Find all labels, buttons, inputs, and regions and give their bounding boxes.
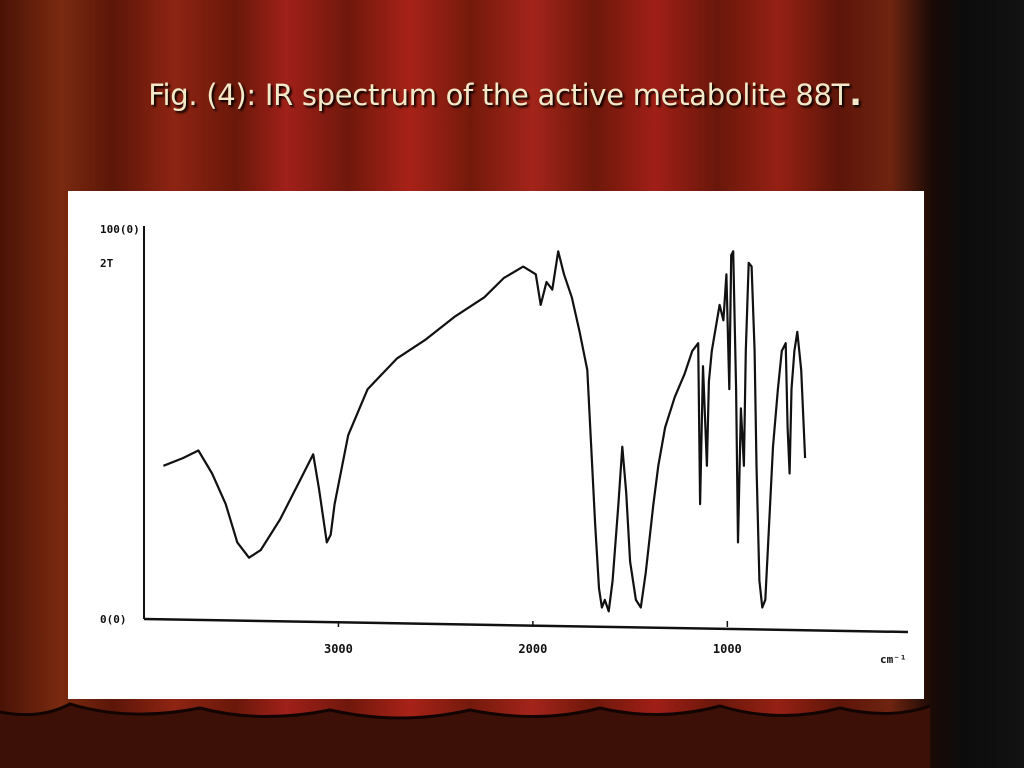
y-axis-marks: 100(0) 2T 0(0)	[100, 223, 140, 626]
x-axis-unit-label: cm⁻¹	[880, 653, 907, 666]
x-axis-ticks: 3000 2000 1000	[324, 621, 742, 656]
spectrum-series-line	[162, 250, 807, 613]
x-tick-label: 3000	[324, 642, 353, 656]
y-axis-mark: 2T	[100, 257, 114, 270]
slide-title: Fig. (4): IR spectrum of the active meta…	[0, 74, 1010, 114]
slide-title-dot: .	[849, 74, 862, 114]
x-axis-line	[143, 617, 909, 634]
x-tick-label: 1000	[713, 642, 742, 656]
slide-title-text: Fig. (4): IR spectrum of the active meta…	[148, 78, 850, 112]
x-tick-label: 2000	[518, 642, 547, 656]
ir-spectrum-figure: 100(0) 2T 0(0) 3000 2000 1000 cm⁻¹	[68, 191, 924, 699]
y-axis-mark: 0(0)	[100, 613, 127, 626]
ir-spectrum-chart: 100(0) 2T 0(0) 3000 2000 1000 cm⁻¹	[100, 223, 909, 666]
y-axis-mark: 100(0)	[100, 223, 140, 236]
